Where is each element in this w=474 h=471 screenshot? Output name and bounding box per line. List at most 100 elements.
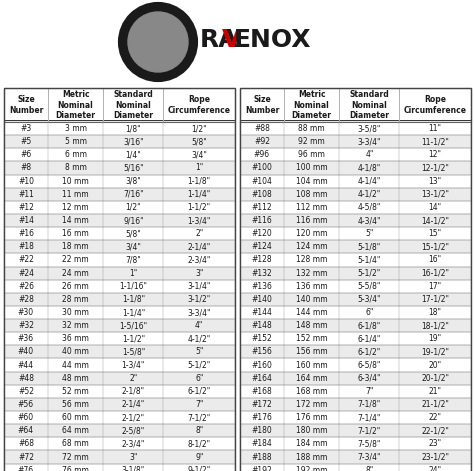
Bar [4, 88, 235, 471]
Bar [240, 332, 471, 345]
Text: 64 mm: 64 mm [62, 426, 89, 435]
Text: 8-1/2": 8-1/2" [188, 439, 211, 448]
Text: 1/2": 1/2" [126, 203, 141, 212]
Text: 20": 20" [428, 361, 442, 370]
Bar [240, 345, 471, 358]
Bar [240, 358, 471, 372]
Bar [240, 372, 471, 385]
Text: 3-5/8": 3-5/8" [358, 124, 381, 133]
Text: 1/8": 1/8" [126, 124, 141, 133]
Text: 2-1/2": 2-1/2" [122, 413, 145, 422]
Text: 5-3/4": 5-3/4" [357, 295, 381, 304]
Text: 136 mm: 136 mm [296, 282, 328, 291]
Text: 18": 18" [428, 308, 442, 317]
Bar [4, 214, 235, 227]
Bar [4, 122, 235, 135]
Bar [240, 319, 471, 332]
Text: #136: #136 [252, 282, 273, 291]
Text: #112: #112 [252, 203, 272, 212]
Text: Standard
Nominal
Diameter: Standard Nominal Diameter [349, 90, 389, 120]
Text: #152: #152 [252, 334, 273, 343]
Text: 21-1/2": 21-1/2" [421, 400, 449, 409]
Bar [4, 240, 235, 253]
Text: 6": 6" [195, 374, 203, 383]
Bar [240, 162, 471, 175]
Text: 4": 4" [195, 321, 203, 330]
Text: 5-1/4": 5-1/4" [358, 255, 381, 264]
Text: 22-1/2": 22-1/2" [421, 426, 449, 435]
Text: 20-1/2": 20-1/2" [421, 374, 449, 383]
Text: #88: #88 [254, 124, 270, 133]
Text: #60: #60 [18, 413, 34, 422]
Bar [240, 267, 471, 280]
Bar [4, 175, 235, 187]
Circle shape [120, 4, 196, 80]
Text: 128 mm: 128 mm [296, 255, 328, 264]
Bar [240, 293, 471, 306]
Bar [4, 319, 235, 332]
Text: 1": 1" [195, 163, 203, 172]
Text: 2-1/4": 2-1/4" [122, 400, 145, 409]
Text: Size
Number: Size Number [245, 95, 279, 115]
Text: 12 mm: 12 mm [62, 203, 89, 212]
Bar [4, 122, 235, 135]
Text: 1-1/8": 1-1/8" [188, 177, 211, 186]
Circle shape [128, 12, 188, 72]
Bar [4, 187, 235, 201]
Bar [240, 385, 471, 398]
Bar [240, 398, 471, 411]
Text: ENOX: ENOX [234, 28, 311, 52]
Text: 16": 16" [428, 255, 442, 264]
Text: 18-1/2": 18-1/2" [421, 321, 449, 330]
Bar [4, 227, 235, 240]
Bar [4, 175, 235, 187]
Text: 3-1/8": 3-1/8" [122, 466, 145, 471]
Text: 108 mm: 108 mm [296, 190, 328, 199]
Bar [240, 332, 471, 345]
Text: #172: #172 [252, 400, 273, 409]
Bar [4, 306, 235, 319]
Bar [240, 398, 471, 411]
Bar [4, 450, 235, 463]
Text: #124: #124 [252, 242, 273, 252]
Text: 11-1/2": 11-1/2" [421, 137, 449, 146]
Text: #144: #144 [252, 308, 273, 317]
Text: 120 mm: 120 mm [296, 229, 328, 238]
Text: 13-1/2": 13-1/2" [421, 190, 449, 199]
Text: #76: #76 [18, 466, 34, 471]
Bar [240, 450, 471, 463]
Text: Rope
Circumference: Rope Circumference [168, 95, 231, 115]
Text: 19-1/2": 19-1/2" [421, 348, 449, 357]
Bar [4, 385, 235, 398]
Text: 140 mm: 140 mm [296, 295, 328, 304]
Text: 23-1/2": 23-1/2" [421, 453, 449, 462]
Bar [4, 253, 235, 267]
Text: V: V [222, 28, 241, 52]
Bar [4, 411, 235, 424]
Bar [4, 187, 235, 201]
Text: #116: #116 [252, 216, 273, 225]
Bar [4, 385, 235, 398]
Bar [240, 463, 471, 471]
Text: 5": 5" [195, 348, 203, 357]
Text: #180: #180 [252, 426, 273, 435]
Text: 148 mm: 148 mm [296, 321, 328, 330]
Text: #108: #108 [252, 190, 273, 199]
Bar [240, 306, 471, 319]
Text: #156: #156 [252, 348, 273, 357]
Text: #188: #188 [252, 453, 272, 462]
Bar [4, 214, 235, 227]
Bar [4, 358, 235, 372]
Text: 14-1/2": 14-1/2" [421, 216, 449, 225]
Text: 4-1/4": 4-1/4" [358, 177, 381, 186]
Text: 3/8": 3/8" [126, 177, 141, 186]
Text: 11 mm: 11 mm [62, 190, 89, 199]
Bar [240, 240, 471, 253]
Bar [240, 214, 471, 227]
Text: 2": 2" [129, 374, 137, 383]
Bar [240, 88, 471, 122]
Text: 13": 13" [428, 177, 442, 186]
Text: 72 mm: 72 mm [62, 453, 89, 462]
Text: 6-3/4": 6-3/4" [357, 374, 381, 383]
Text: #22: #22 [18, 255, 34, 264]
